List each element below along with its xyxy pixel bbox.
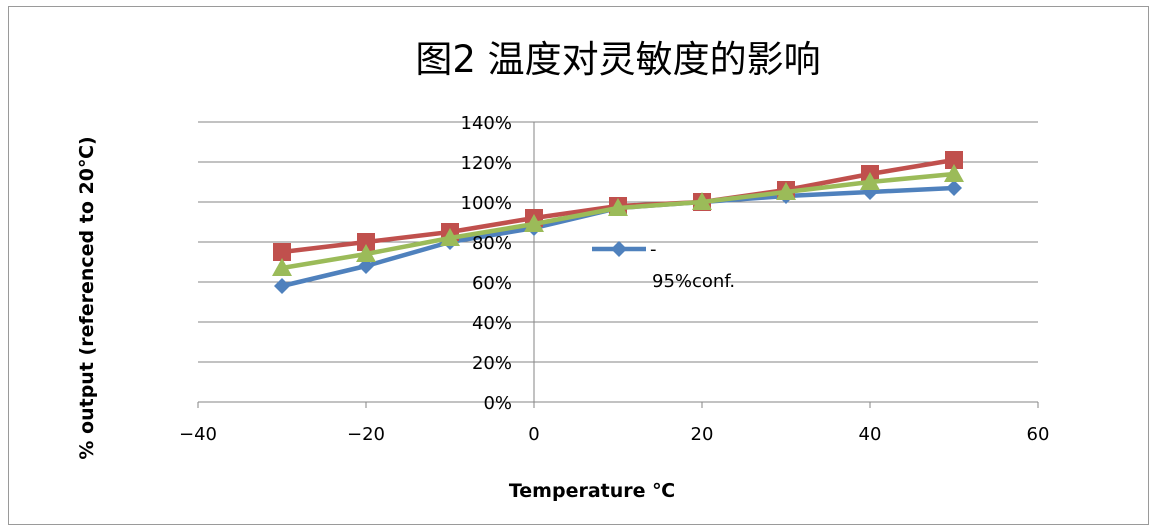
data-point-square — [273, 243, 291, 261]
data-point-triangle — [608, 198, 628, 216]
data-point-triangle — [692, 192, 712, 210]
x-tick-label: 40 — [859, 424, 882, 445]
y-tick-label: 0% — [483, 393, 512, 414]
chart-title: 图2 温度对灵敏度的影响 — [415, 38, 820, 81]
legend: - 95%conf. — [592, 239, 735, 292]
chart-frame — [8, 6, 1149, 525]
tick-labels: 0% 20% 40% 60% 80% 100% 120% 140% −40 −20 0 20 40 60 — [179, 113, 1049, 445]
data-point-triangle — [776, 182, 796, 200]
legend-swatch-marker — [611, 241, 627, 257]
x-axis-label: Temperature ℃ — [509, 480, 675, 502]
data-point-triangle — [944, 164, 964, 182]
data-point-triangle — [272, 258, 292, 276]
data-point-triangle — [440, 228, 460, 246]
y-tick-label: 40% — [472, 313, 512, 334]
x-tick-label: 60 — [1027, 424, 1050, 445]
y-tick-label: 20% — [472, 353, 512, 374]
data-point-square — [945, 151, 963, 169]
y-tick-label: 140% — [461, 113, 512, 134]
y-axis-label: % output (referenced to 20℃) — [76, 136, 98, 459]
legend-series-name: - — [650, 239, 657, 260]
y-tick-label: 80% — [472, 233, 512, 254]
axes — [197, 121, 1039, 408]
data-point-triangle — [860, 172, 880, 190]
x-tick-label: 0 — [528, 424, 539, 445]
legend-text: 95%conf. — [652, 271, 735, 292]
x-tick-label: −20 — [347, 424, 385, 445]
x-tick-label: −40 — [179, 424, 217, 445]
data-point-diamond — [274, 278, 290, 294]
data-point-triangle — [356, 244, 376, 262]
y-tick-label: 100% — [461, 193, 512, 214]
data-point-square — [357, 233, 375, 251]
series-layer — [272, 151, 964, 294]
y-tick-label: 60% — [472, 273, 512, 294]
data-point-diamond — [946, 180, 962, 196]
data-point-triangle — [524, 214, 544, 232]
x-tick-label: 20 — [691, 424, 714, 445]
y-tick-label: 120% — [461, 153, 512, 174]
